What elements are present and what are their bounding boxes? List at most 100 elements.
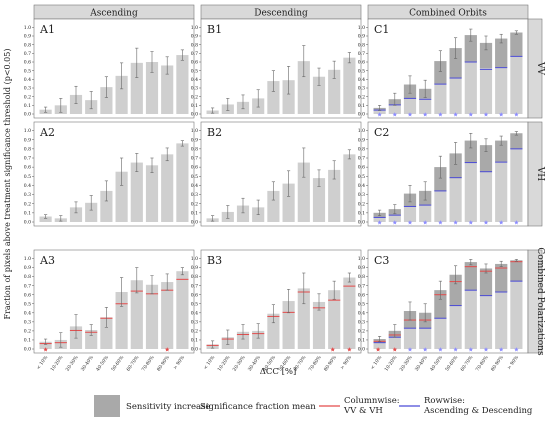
significance-star-blue xyxy=(422,220,428,225)
y-tick-label: 0.6 xyxy=(24,292,31,298)
y-tick-label: 0.4 xyxy=(191,183,198,189)
significance-star-red xyxy=(330,347,335,352)
y-tick-label: 1.0 xyxy=(191,256,198,262)
bar xyxy=(328,290,341,349)
y-tick-label: 0.7 xyxy=(191,51,198,57)
y-tick-label: 0.9 xyxy=(191,34,198,40)
x-tick-label: 70-80% xyxy=(141,354,156,372)
significance-star-blue xyxy=(392,112,398,117)
legend: Sensitivity increase Significance fracti… xyxy=(94,395,533,417)
bar-increase xyxy=(495,38,508,68)
y-tick-label: 0.3 xyxy=(191,86,198,92)
y-tick-label: 0.1 xyxy=(24,338,31,344)
bar xyxy=(130,162,143,222)
x-tick-label: 60-70% xyxy=(125,354,140,372)
bar xyxy=(236,205,250,222)
y-tick-label: 0.3 xyxy=(358,86,365,92)
panel-b2: 0.0 0.1 0.2 0.3 0.4 0.5 0.6 0.7 0.8 0.9 1.0 B2 xyxy=(191,121,362,227)
bar xyxy=(297,288,310,349)
bar xyxy=(176,271,189,349)
y-tick-label: 0.4 xyxy=(358,183,365,189)
x-tick-label: 60-70% xyxy=(459,354,474,372)
bar xyxy=(236,331,250,349)
y-tick-label: 1.0 xyxy=(191,25,198,31)
y-tick-label: 0.7 xyxy=(24,156,31,162)
bar-increase xyxy=(510,32,523,56)
bar xyxy=(328,69,341,114)
significance-star-blue xyxy=(514,112,519,117)
panel-label: B3 xyxy=(207,254,222,267)
significance-star-blue xyxy=(483,347,489,352)
x-tick-label: > 90% xyxy=(339,354,353,371)
y-tick-label: 0.3 xyxy=(191,192,198,198)
significance-star-blue xyxy=(468,347,474,352)
significance-star-blue xyxy=(483,112,489,117)
bar xyxy=(100,317,113,349)
bar-increase xyxy=(479,268,493,296)
bar xyxy=(176,143,189,222)
significance-star-blue xyxy=(498,220,504,225)
x-tick-label: 20-30% xyxy=(232,354,247,372)
y-tick-label: 0.4 xyxy=(358,77,365,83)
y-tick-label: 0.8 xyxy=(24,274,31,280)
bar xyxy=(343,154,356,222)
y-tick-label: 0.1 xyxy=(358,338,365,344)
panel-label: C2 xyxy=(374,126,389,139)
x-tick-label: 80-90% xyxy=(156,354,171,372)
y-tick-label: 1.0 xyxy=(24,256,31,262)
bar-increase xyxy=(449,153,462,179)
x-tick-label: 30-40% xyxy=(80,354,95,372)
panel-label: A1 xyxy=(39,23,55,36)
bar xyxy=(161,282,174,349)
legend-columnwise-line-1: Columnwise: xyxy=(344,396,400,406)
y-tick-label: 0.0 xyxy=(24,112,31,118)
x-tick-label: 10-20% xyxy=(49,354,64,372)
significance-star-blue xyxy=(468,112,474,117)
significance-star-blue xyxy=(392,220,398,225)
column-title: Descending xyxy=(254,9,308,19)
y-tick-label: 0.0 xyxy=(191,220,198,226)
y-tick-label: 0.0 xyxy=(358,220,365,226)
row-title: VH xyxy=(535,166,545,181)
legend-label-sensitivity: Sensitivity increase xyxy=(126,402,211,412)
panel-a2: 0.0 0.1 0.2 0.3 0.4 0.5 0.6 0.7 0.8 0.9 1.0 A2 xyxy=(24,121,195,227)
panel-a1: 0.0 0.1 0.2 0.3 0.4 0.5 0.6 0.7 0.8 0.9 1.0 A1 xyxy=(24,18,195,119)
significance-star-blue xyxy=(438,112,443,117)
x-tick-label: 10-20% xyxy=(383,354,398,372)
bar xyxy=(115,171,128,222)
bar xyxy=(145,165,159,222)
bar xyxy=(176,55,189,114)
y-tick-label: 0.7 xyxy=(191,156,198,162)
y-tick-label: 0.2 xyxy=(24,94,31,100)
bar xyxy=(267,313,280,349)
y-tick-label: 0.8 xyxy=(191,274,198,280)
significance-star-blue xyxy=(468,220,474,225)
bar xyxy=(282,80,295,114)
bar xyxy=(161,154,174,222)
panel-label: C1 xyxy=(374,23,389,36)
x-tick-label: 30-40% xyxy=(414,354,429,372)
bar xyxy=(115,75,128,114)
bar xyxy=(85,330,98,349)
y-tick-label: 0.6 xyxy=(358,165,365,171)
y-tick-label: 0.8 xyxy=(24,146,31,152)
row-title: VV xyxy=(535,61,545,75)
y-tick-label: 0.1 xyxy=(24,210,31,216)
legend-label-rowwise: Rowwise: Ascending & Descending xyxy=(423,396,533,416)
panel-label: B2 xyxy=(207,126,222,139)
bar xyxy=(343,277,356,349)
y-tick-label: 0.9 xyxy=(358,34,365,40)
y-tick-label: 0.4 xyxy=(191,310,198,316)
x-tick-label: 80-90% xyxy=(323,354,338,372)
y-tick-label: 0.0 xyxy=(358,347,365,353)
significance-star-blue xyxy=(407,220,413,225)
bar xyxy=(282,183,295,222)
significance-star-blue xyxy=(498,347,504,352)
significance-star-blue xyxy=(407,112,413,117)
y-tick-label: 0.4 xyxy=(191,77,198,83)
x-tick-label: < 10% xyxy=(369,354,383,371)
bar-increase xyxy=(434,290,447,319)
y-tick-label: 0.1 xyxy=(358,210,365,216)
significance-star-blue xyxy=(377,112,382,117)
